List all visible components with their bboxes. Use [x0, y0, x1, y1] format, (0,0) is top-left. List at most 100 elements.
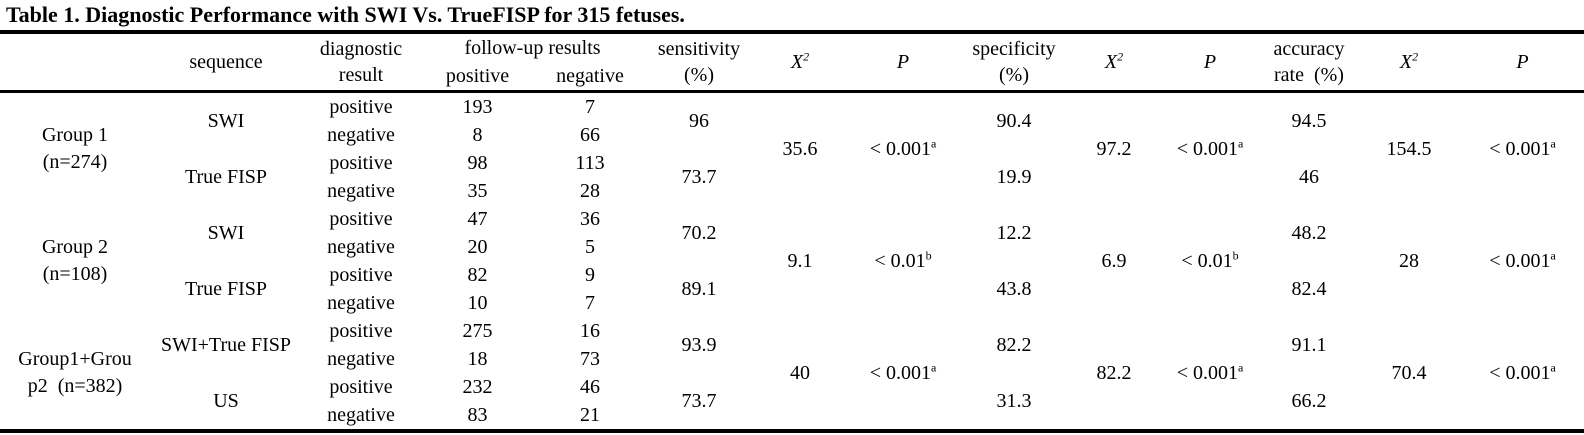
p-value-text: < 0.01 [874, 250, 926, 272]
chi-base: X [790, 51, 804, 73]
table-row: Group 1 (n=274) SWI positive 193 7 96 35.… [0, 92, 1584, 173]
p-value-text: < 0.001 [1489, 362, 1551, 384]
diagnostic-result-cell: positive [329, 376, 393, 398]
group-label-line2: p2 (n=382) [27, 375, 123, 397]
group-label-line2: (n=274) [42, 151, 108, 173]
followup-negative-cell: 66 [580, 124, 600, 146]
table-row: negative 10 7 [0, 289, 1584, 317]
table-row: negative 8 66 [0, 121, 1584, 149]
chi-square-symbol: X2 [1105, 49, 1124, 73]
diagnostic-result-cell: negative [327, 404, 395, 426]
chi-superscript: 2 [803, 49, 810, 64]
sensitivity-cell: 73.7 [681, 390, 717, 412]
accuracy-header-line2: rate (%) [1274, 64, 1344, 86]
sequence-cell: SWI+True FISP [160, 334, 292, 356]
diagnostic-result-cell: positive [329, 96, 393, 118]
followup-negative-cell: 9 [585, 264, 595, 286]
diagnostic-result-cell: positive [329, 208, 393, 230]
column-header-followup-results: follow-up results [464, 37, 601, 59]
p-value-text: < 0.001 [869, 138, 931, 160]
sequence-cell: US [213, 390, 239, 412]
table-row: negative 83 21 [0, 401, 1584, 431]
p-value-text: < 0.001 [1176, 362, 1238, 384]
chi-square-specificity-cell: 6.9 [1101, 250, 1127, 272]
table-row: negative 20 5 [0, 233, 1584, 261]
followup-negative-cell: 73 [580, 348, 600, 370]
sensitivity-cell: 96 [689, 110, 709, 132]
column-header-chi-square-specificity: X2 [1069, 32, 1159, 93]
header-group-empty-cell [0, 32, 150, 93]
followup-positive-cell: 20 [467, 236, 488, 258]
group-label-line1: Group1+Grou [18, 348, 132, 370]
table-body: Group 1 (n=274) SWI positive 193 7 96 35.… [0, 92, 1584, 432]
chi-square-specificity-cell: 82.2 [1096, 362, 1132, 384]
chi-superscript: 2 [1117, 49, 1124, 64]
p-value-text: < 0.001 [1489, 250, 1551, 272]
column-header-accuracy-rate: accuracy rate (%) [1261, 32, 1357, 93]
sequence-cell: SWI [207, 222, 245, 244]
sensitivity-cell: 89.1 [681, 278, 717, 300]
diagnostic-result-cell: negative [327, 180, 395, 202]
followup-negative-cell: 21 [580, 404, 600, 426]
followup-positive-cell: 193 [462, 96, 493, 118]
column-header-positive: positive [420, 62, 535, 93]
group-label-line2: (n=108) [42, 263, 108, 285]
table-row: US positive 232 46 73.7 31.3 66.2 [0, 373, 1584, 412]
chi-square-symbol: X2 [790, 49, 810, 73]
diagnostic-result-cell: positive [329, 320, 393, 342]
specificity-header-line1: specificity [972, 38, 1056, 60]
column-header-negative: negative [535, 62, 645, 93]
group-label-line1: Group 1 [41, 124, 109, 146]
chi-square-specificity-cell: 97.2 [1096, 138, 1132, 160]
p-accuracy-cell: < 0.001a [1461, 317, 1584, 431]
diagnostic-result-line1: diagnostic [319, 38, 403, 60]
column-header-chi-square-sensitivity: X2 [753, 32, 847, 93]
p-sensitivity-cell: < 0.001a [847, 92, 959, 206]
column-header-chi-square-accuracy: X2 [1357, 32, 1461, 93]
column-header-p-specificity: P [1159, 32, 1261, 93]
followup-negative-cell: 7 [585, 96, 595, 118]
accuracy-cell: 82.4 [1291, 278, 1327, 300]
chi-square-sensitivity-cell: 9.1 [787, 250, 813, 272]
column-header-sensitivity: sensitivity (%) [645, 32, 753, 93]
accuracy-header-line1: accuracy [1273, 38, 1345, 60]
followup-positive-cell: 275 [462, 320, 493, 342]
followup-positive-cell: 10 [467, 292, 488, 314]
diagnostic-result-cell: negative [327, 124, 395, 146]
diagnostic-result-cell: positive [329, 264, 393, 286]
group-label-cell: Group 2 (n=108) [0, 205, 150, 317]
p-accuracy-cell: < 0.001a [1461, 92, 1584, 206]
diagnostic-result-cell: negative [327, 292, 395, 314]
p-value-text: < 0.01 [1181, 250, 1233, 272]
specificity-cell: 82.2 [996, 334, 1032, 356]
accuracy-cell: 46 [1299, 166, 1319, 188]
p-value-superscript: a [1550, 248, 1556, 263]
specificity-header-line2: (%) [999, 64, 1029, 86]
p-value-superscript: b [1232, 248, 1239, 263]
followup-negative-cell: 46 [580, 376, 600, 398]
p-specificity-cell: < 0.01b [1159, 205, 1261, 317]
diagnostic-performance-table: sequence diagnostic result follow-up resu… [0, 30, 1584, 433]
p-value-text: < 0.001 [869, 362, 931, 384]
p-specificity-cell: < 0.001a [1159, 92, 1261, 206]
sensitivity-cell: 73.7 [681, 166, 717, 188]
table-row: True FISP positive 82 9 89.1 43.8 82.4 [0, 261, 1584, 300]
p-sensitivity-cell: < 0.01b [847, 205, 959, 317]
table-row: negative 35 28 [0, 177, 1584, 205]
specificity-cell: 19.9 [996, 166, 1032, 188]
chi-square-accuracy-cell: 154.5 [1386, 138, 1432, 160]
specificity-cell: 90.4 [996, 110, 1032, 132]
p-value-superscript: b [925, 248, 932, 263]
diagnostic-result-line2: result [338, 64, 384, 86]
p-value-superscript: a [1550, 360, 1556, 375]
followup-positive-cell: 98 [467, 152, 488, 174]
column-header-sequence: sequence [150, 32, 302, 93]
p-specificity-cell: < 0.001a [1159, 317, 1261, 431]
table-header: sequence diagnostic result follow-up resu… [0, 32, 1584, 93]
sequence-cell: True FISP [184, 166, 268, 188]
followup-positive-cell: 35 [467, 180, 488, 202]
chi-superscript: 2 [1412, 49, 1419, 64]
chi-square-sensitivity-cell: 35.6 [782, 138, 818, 160]
table-title: Table 1. Diagnostic Performance with SWI… [6, 2, 685, 27]
specificity-cell: 12.2 [996, 222, 1032, 244]
